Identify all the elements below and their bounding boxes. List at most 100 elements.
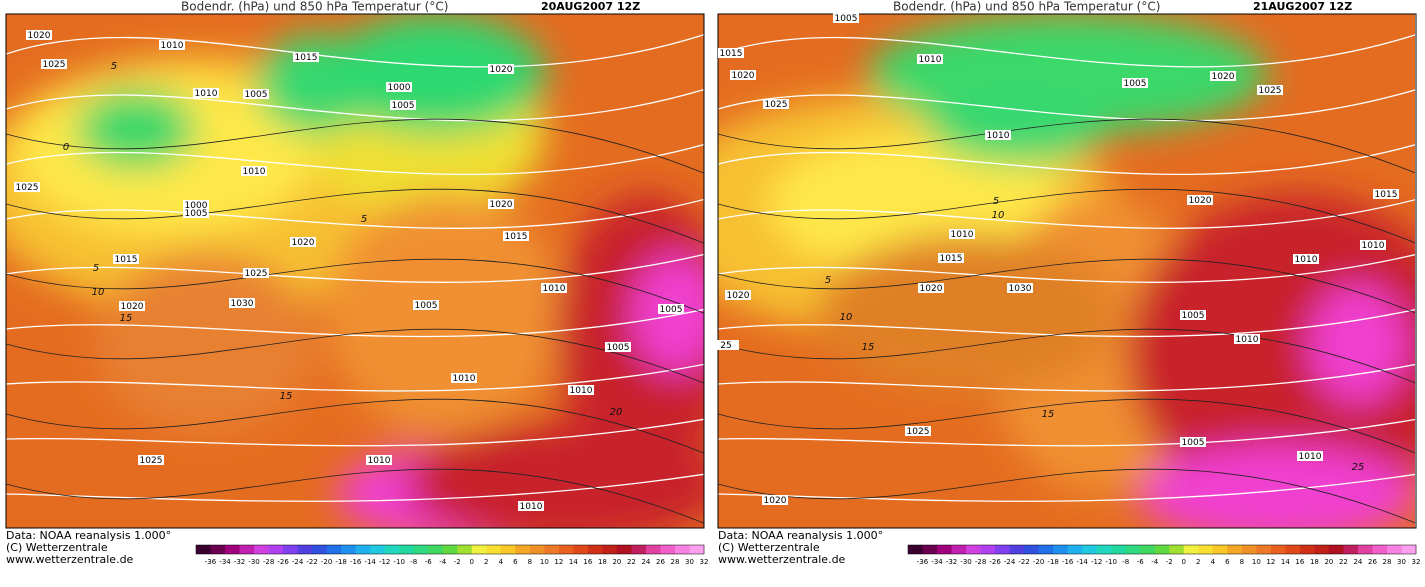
isobar-label: 1020 (764, 496, 787, 506)
isobar-label: 1000 (185, 201, 208, 211)
isobar-label-box (183, 208, 209, 218)
colorbar-label: -2 (1166, 558, 1173, 566)
colorbar-swatch (399, 545, 415, 554)
colorbar-swatch (544, 545, 560, 554)
isobar-label: 1015 (115, 255, 138, 265)
isobar-line (6, 473, 704, 502)
colorbar-swatch (1154, 545, 1170, 554)
colorbar-label: 12 (554, 558, 563, 566)
footer-line: www.wetterzentrale.de (6, 553, 134, 566)
isobar-label: 1010 (243, 167, 266, 177)
temperature-area (326, 14, 546, 134)
colorbar-swatch (471, 545, 487, 554)
footer-line: www.wetterzentrale.de (718, 553, 846, 566)
colorbar-frame (195, 544, 705, 555)
isobar-label-box (1373, 189, 1399, 199)
isobar-label-box (1257, 85, 1283, 95)
isotherm-label: 10 (840, 312, 853, 323)
colorbar-label: 8 (1240, 558, 1244, 566)
isotherm-label: 25 (1352, 462, 1365, 473)
colorbar-label: -30 (960, 558, 971, 566)
isotherm-line (6, 468, 704, 524)
map-frame (717, 13, 1417, 529)
colorbar-label: -16 (350, 558, 362, 566)
colorbar-swatch (428, 545, 444, 554)
colorbar-label: 14 (1281, 558, 1290, 566)
colorbar-label: -32 (946, 558, 957, 566)
colorbar-swatch (1140, 545, 1156, 554)
isobar-line (718, 254, 1415, 283)
map-date: 21AUG2007 12Z (1253, 0, 1352, 13)
isobar-label-box (241, 166, 267, 176)
isobar-label-box (119, 301, 145, 311)
colorbar-swatch (312, 545, 328, 554)
isobar-label: 1030 (1009, 284, 1032, 294)
isobar-line (718, 89, 1415, 122)
isobar-label: 1010 (951, 230, 974, 240)
colorbar-swatch (1357, 545, 1373, 554)
colorbar-swatch (1270, 545, 1286, 554)
isobar-label-box (1360, 240, 1386, 250)
isobar-label: 1005 (245, 90, 268, 100)
colorbar-swatch (1082, 545, 1098, 554)
isobar-label-box (138, 455, 164, 465)
isobar-label: 1005 (1182, 438, 1205, 448)
colorbar-swatch (937, 545, 953, 554)
colorbar-swatch (573, 545, 589, 554)
colorbar-label: 32 (700, 558, 709, 566)
isobar-label: 1025 (765, 100, 788, 110)
isobar-label: 1005 (607, 343, 630, 353)
colorbar-swatch (660, 545, 676, 554)
colorbar-label: -24 (1004, 558, 1016, 566)
colorbar-swatch (1096, 545, 1112, 554)
isobar-line (6, 198, 704, 229)
colorbar-swatch (966, 545, 982, 554)
isobar-label-box (985, 130, 1011, 140)
colorbar-label: -36 (917, 558, 929, 566)
colorbar-label: -6 (425, 558, 433, 566)
colorbar-label: -34 (219, 558, 231, 566)
isobar-label: 1005 (835, 14, 858, 24)
isobar-label: 25 (720, 341, 731, 351)
colorbar-swatch (631, 545, 647, 554)
colorbar-label: 32 (1412, 558, 1421, 566)
colorbar-label: 14 (569, 558, 578, 566)
map-panel (6, 14, 704, 528)
colorbar-swatch (980, 545, 996, 554)
colorbar-label: -34 (931, 558, 943, 566)
colorbar-swatch (922, 545, 938, 554)
isobar-label-box (1180, 310, 1206, 320)
colorbar-swatch (1038, 545, 1054, 554)
colorbar-label: 10 (1252, 558, 1261, 566)
temperature-area (1308, 284, 1408, 404)
colorbar-swatch (254, 545, 270, 554)
colorbar-swatch (384, 545, 400, 554)
isobar-label: 1020 (732, 71, 755, 81)
map-title: Bodendr. (hPa) und 850 hPa Temperatur (°… (181, 0, 448, 14)
colorbar-label: -30 (248, 558, 259, 566)
colorbar-swatch (413, 545, 429, 554)
isobar-label: 1015 (940, 254, 963, 264)
isobar-label: 1010 (161, 41, 184, 51)
isobar-label: 1000 (388, 83, 411, 93)
temperature-area (818, 234, 1118, 394)
isobar-label-box (713, 340, 739, 350)
isobar-label-box (949, 229, 975, 239)
colorbar-label: -8 (1122, 558, 1129, 566)
isobar-label-box (518, 501, 544, 511)
colorbar-label: 26 (1368, 558, 1377, 566)
isotherm-label: 10 (92, 287, 105, 298)
temperature-area (96, 254, 316, 434)
colorbar-swatch (486, 545, 502, 554)
isotherm-line (718, 468, 1415, 524)
colorbar-label: 8 (528, 558, 532, 566)
colorbar-label: 20 (1324, 558, 1333, 566)
colorbar-label: -2 (454, 558, 461, 566)
isobar-line (6, 363, 704, 392)
isotherm-line (718, 118, 1415, 174)
colorbar-swatch (515, 545, 531, 554)
isobar-label: 1010 (919, 55, 942, 65)
isobar-label-box (26, 30, 52, 40)
isobar-label-box (718, 48, 744, 58)
isobar-label-box (1007, 283, 1033, 293)
